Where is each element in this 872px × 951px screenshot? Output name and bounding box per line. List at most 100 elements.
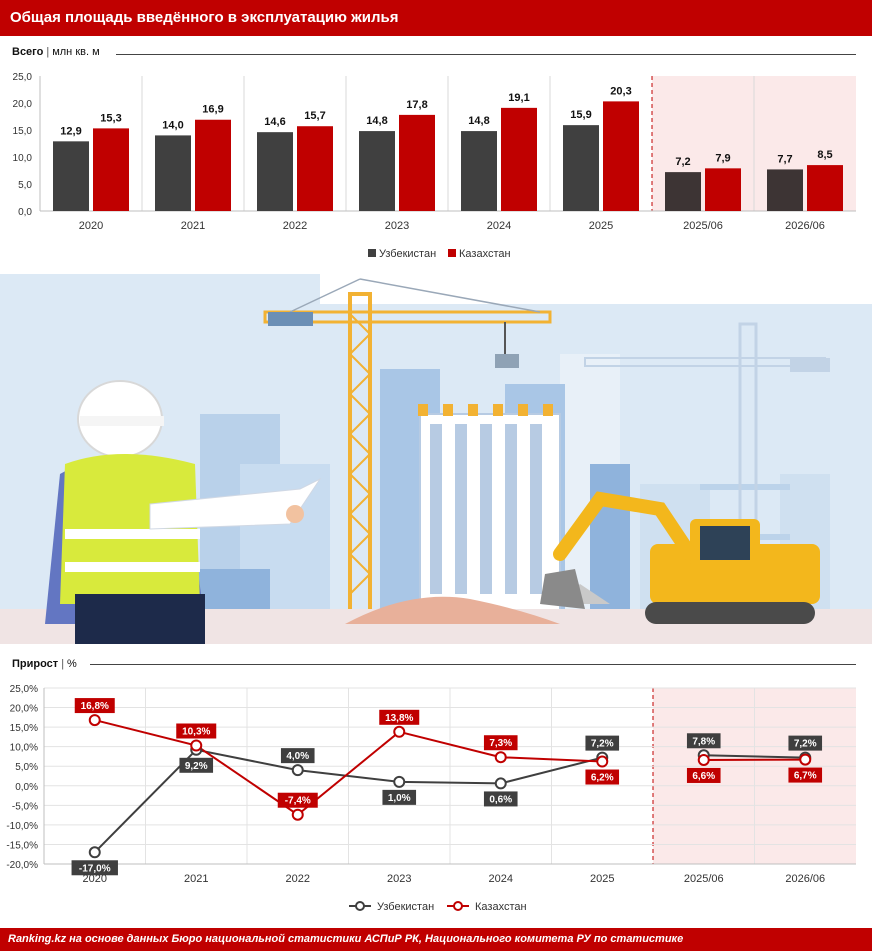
point-uzbekistan-2023 [393,775,406,788]
point-label: 9,2% [179,757,214,773]
point-uzbekistan-2022 [291,764,304,777]
bar-chart: 0,0 5,0 10,0 15,0 20,0 25,0 12,9 15,3 2020 14,0 16… [13,72,856,260]
line-chart-section: Прирост |% -20,0% -15,0% -10,0% -5,0% 0,0% 5,0… [0,648,872,928]
bar-uzbekistan-2025 [563,125,599,211]
y-tick-label: 20,0 [13,99,33,110]
point-label-text: -17,0% [79,863,111,874]
bar-value-label: 14,0 [162,119,183,131]
point-label: -17,0% [71,860,118,876]
bar-value-label: 7,7 [777,153,792,165]
footer-bar: Ranking.kz на основе данных Бюро национа… [0,928,872,951]
line-chart-label-separator: | [61,658,65,670]
bar-value-label: 15,7 [304,110,325,122]
point-label-background [277,792,318,808]
page-title: Общая площадь введённого в эксплуатацию … [10,9,399,26]
bar-chart-rule [116,54,856,55]
y-tick-label: 20,0% [10,704,38,715]
line-chart-rule [90,664,856,665]
x-tick-label: 2025 [589,220,613,232]
line-forecast-uzbekistan [703,754,806,759]
legend-label-kazakhstan: Казахстан [459,248,511,260]
point-label-background [585,735,620,751]
x-tick-label: 2024 [487,220,511,232]
y-tick-label: 25,0 [13,72,33,83]
bar-value-label: 14,8 [468,115,489,127]
bar-chart-label-separator: | [46,46,50,58]
x-tick-label: 2025/06 [684,873,724,885]
y-tick-label: 10,0% [10,743,38,754]
bar-chart-label-unit: млн кв. м [52,46,100,58]
bar-kazakhstan-2025 [603,101,639,211]
bar-value-label: 7,2 [675,156,690,168]
bar-kazakhstan-2021 [195,119,231,211]
point-kazakhstan-2020 [88,714,101,727]
y-tick-label: 10,0 [13,153,33,164]
bar-uzbekistan-2023 [359,131,395,211]
x-tick-label: 2020 [83,873,107,885]
bar-value-label: 12,9 [60,125,81,137]
bar-chart-label-bold: Всего [12,46,44,58]
point-label: 7,2% [788,735,823,751]
bar-uzbekistan-2020 [53,141,89,211]
bar-kazakhstan-2023 [399,114,435,211]
y-tick-label: 15,0 [13,126,33,137]
bar-value-label: 14,8 [366,115,387,127]
point-label: 4,0% [280,748,315,764]
point-label-text: 6,6% [692,771,715,782]
y-tick-label: -20,0% [6,860,38,871]
source-note: Ranking.kz на основе данных Бюро национа… [8,933,684,945]
point-label: 6,7% [788,767,823,783]
line-uzbekistan [94,748,603,853]
x-tick-label: 2020 [79,220,103,232]
point-uzbekistan-2020 [88,846,101,859]
line-kazakhstan [94,719,603,816]
point-label-text: -7,4% [285,796,311,807]
y-tick-label: 5,0 [18,180,32,191]
point-label-text: 7,3% [489,738,512,749]
point-label-text: 9,2% [185,761,208,772]
point-label-background [483,791,518,807]
point-label: 6,2% [585,769,620,785]
y-tick-label: -15,0% [6,840,38,851]
bar-value-label: 19,1 [508,92,529,104]
x-tick-label: 2026/06 [785,220,825,232]
point-label-background [176,723,217,739]
y-tick-label: 0,0% [15,782,38,793]
point-label: 10,3% [176,723,217,739]
bar-uzbekistan-2022 [257,132,293,211]
x-tick-label: 2026/06 [785,873,825,885]
point-label-background [280,748,315,764]
point-label-text: 7,2% [794,739,817,750]
y-tick-label: 15,0% [10,723,38,734]
point-label-background [379,709,420,725]
legend-label-uzbekistan: Узбекистан [377,901,434,913]
legend-label-kazakhstan: Казахстан [475,901,527,913]
bar-value-label: 15,9 [570,109,591,121]
bar-value-label: 15,3 [100,112,121,124]
bar-value-label: 7,9 [715,152,730,164]
point-label: 7,8% [686,733,721,749]
point-label: 13,8% [379,709,420,725]
bar-value-label: 17,8 [406,99,427,111]
bar-value-label: 16,9 [202,104,223,116]
point-label-text: 7,2% [591,739,614,750]
bar-kazakhstan-2022 [297,126,333,211]
point-label-background [179,757,214,773]
line-chart-label-bold: Прирост [12,658,59,670]
bar-legend: Узбекистан Казахстан [368,248,511,260]
bar-kazakhstan-2025-06 [705,168,741,211]
bar-uzbekistan-2025-06 [665,172,701,211]
point-label: -7,4% [277,792,318,808]
line-chart: -20,0% -15,0% -10,0% -5,0% 0,0% 5,0% 10,0% 15,0… [6,684,856,913]
point-kazakhstan-2022 [291,808,304,821]
x-tick-label: 2025 [590,873,614,885]
point-label: 0,6% [483,791,518,807]
x-tick-label: 2022 [286,873,310,885]
legend-swatch-kazakhstan [448,249,456,257]
x-tick-label: 2025/06 [683,220,723,232]
point-label-text: 13,8% [385,713,413,724]
point-label-background [585,769,620,785]
y-tick-label: 0,0 [18,207,32,218]
bar-kazakhstan-2020 [93,128,129,211]
bar-kazakhstan-2026-06 [807,165,843,211]
